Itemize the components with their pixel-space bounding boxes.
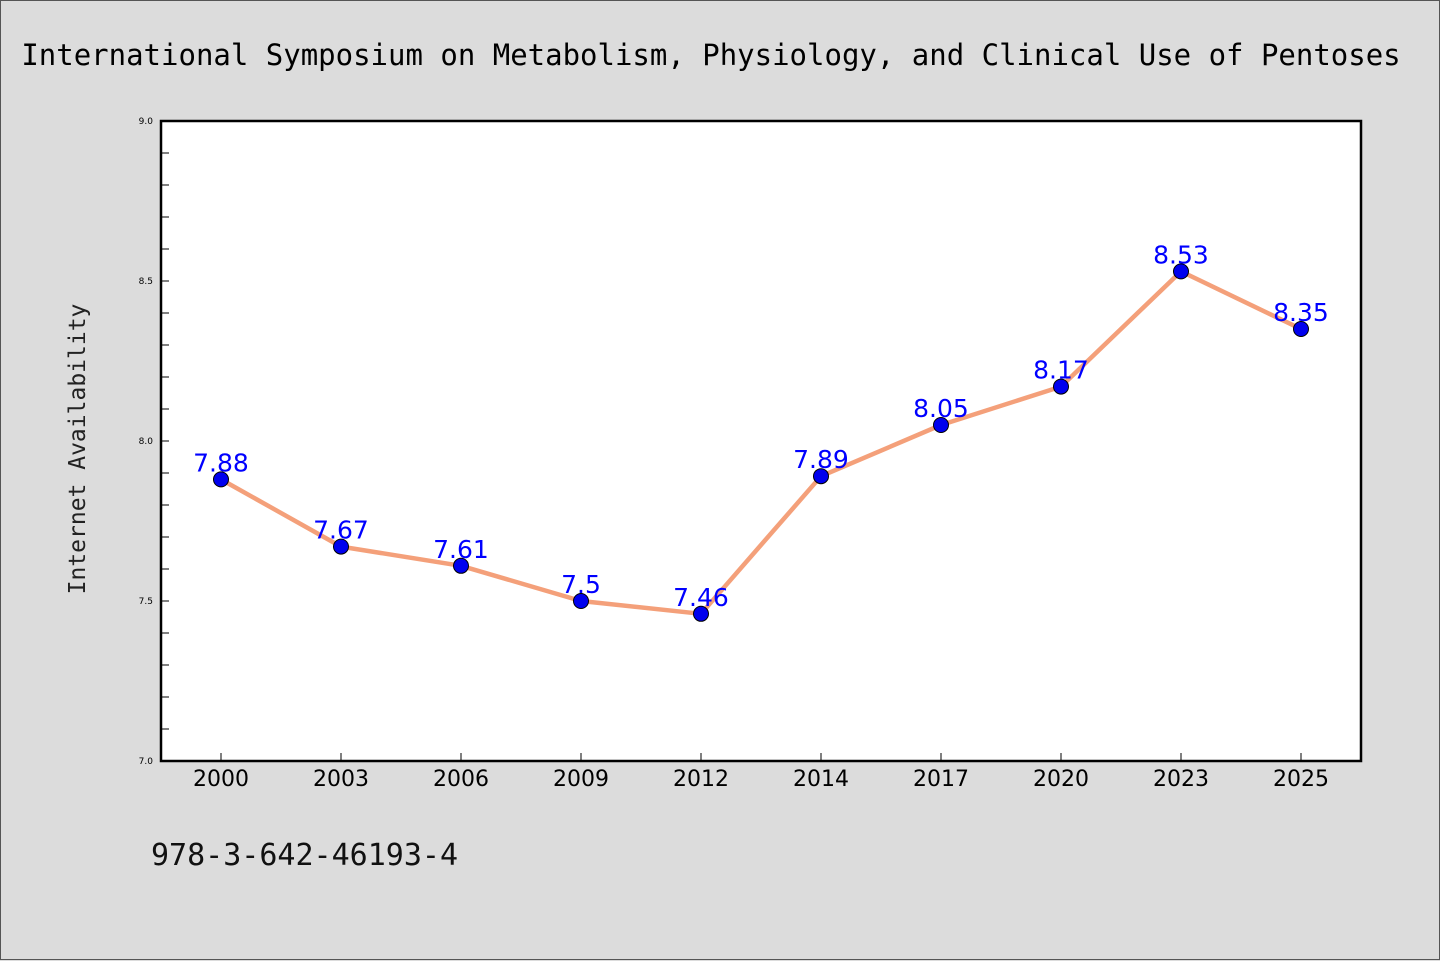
x-tick-label: 2025 xyxy=(1273,767,1329,792)
data-point xyxy=(1053,378,1069,395)
series-layer xyxy=(213,263,1309,622)
data-label: 8.35 xyxy=(1273,298,1329,327)
data-label: 7.67 xyxy=(313,516,369,545)
data-label: 8.53 xyxy=(1153,240,1209,269)
x-tick-label: 2012 xyxy=(673,767,729,792)
data-point xyxy=(1293,321,1309,337)
data-label: 7.89 xyxy=(793,445,849,474)
data-point xyxy=(573,593,589,609)
data-point xyxy=(213,471,229,488)
x-tick-label: 2014 xyxy=(793,767,849,792)
isbn-text: 978-3-642-46193-4 xyxy=(151,838,458,873)
y-tick-label: 9.0 xyxy=(139,117,154,127)
x-tick-label: 2000 xyxy=(193,767,249,792)
chart-title: International Symposium on Metabolism, P… xyxy=(21,38,1400,72)
series-line xyxy=(218,269,1304,617)
y-tick-label: 7.5 xyxy=(139,597,153,607)
data-point xyxy=(933,417,949,433)
data-label: 8.17 xyxy=(1033,356,1089,385)
x-tick-label: 2006 xyxy=(433,767,489,792)
x-tick-label: 2003 xyxy=(313,767,369,792)
data-labels: 7.88 7.67 7.61 7.5 7.46 7.89 8.05 8.17 8.53 8.35 xyxy=(193,240,1329,611)
x-tick-label: 2023 xyxy=(1153,767,1209,792)
data-label: 7.61 xyxy=(433,535,489,564)
data-label: 7.46 xyxy=(673,583,729,612)
y-tick-label: 8.0 xyxy=(139,437,154,447)
data-label: 7.5 xyxy=(561,570,601,599)
data-label: 7.88 xyxy=(193,448,249,477)
data-point xyxy=(453,557,469,574)
data-point xyxy=(693,605,709,622)
y-tick-label: 8.5 xyxy=(139,277,153,287)
x-tick-label: 2017 xyxy=(913,767,969,792)
x-axis: 2000 2003 2006 2009 2012 2014 2017 2020 2023 2025 xyxy=(193,753,1329,792)
plot-area xyxy=(159,119,1363,763)
x-tick-label: 2009 xyxy=(553,767,609,792)
x-tick-label: 2020 xyxy=(1033,767,1089,792)
data-point xyxy=(1173,263,1189,280)
data-label: 8.05 xyxy=(913,394,969,423)
y-axis: 7.0 7.5 8.0 8.5 9.0 xyxy=(139,117,169,767)
y-tick-label: 7.0 xyxy=(139,757,154,767)
data-point xyxy=(333,538,349,555)
data-point xyxy=(813,468,829,485)
y-axis-label: Internet Availability xyxy=(65,304,91,595)
